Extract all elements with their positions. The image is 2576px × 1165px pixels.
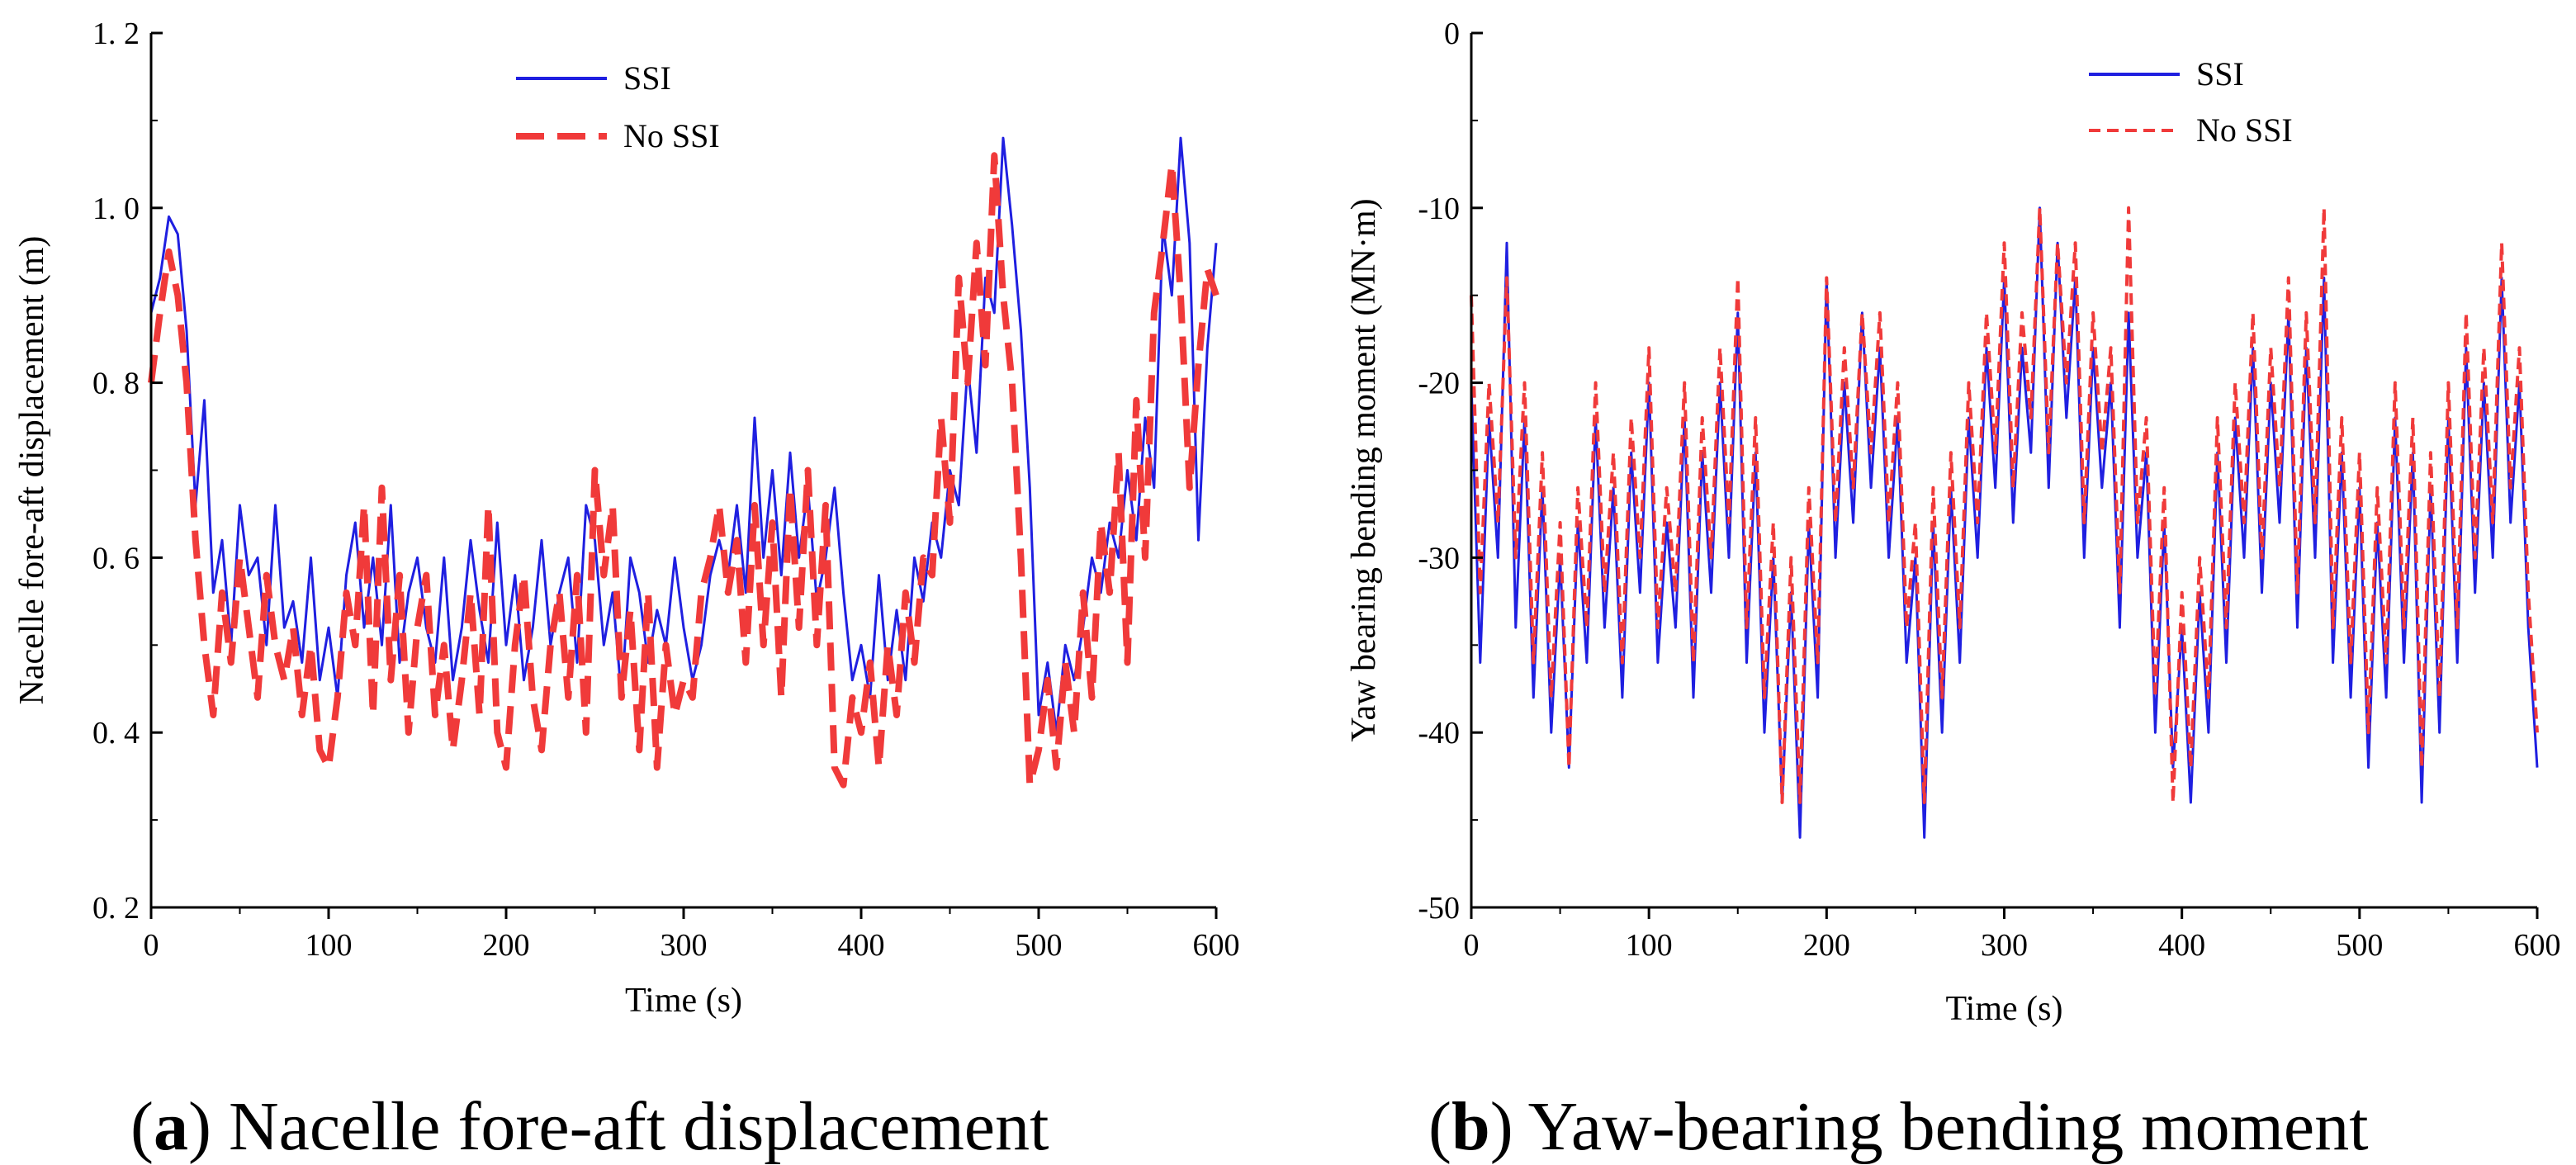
a-x-tick-label: 500 [1016, 928, 1063, 963]
b-y-tick-label: 0 [1444, 17, 1460, 51]
b-y-tick-label: -10 [1418, 192, 1460, 226]
caption-a-letter: a [154, 1088, 188, 1165]
caption-a: (a) Nacelle fore-aft displacement [130, 1088, 1049, 1165]
b-legend-label-ssi: SSI [2196, 55, 2244, 92]
a-legend-label-no-ssi: No SSI [623, 117, 720, 154]
a-x-tick-label: 300 [661, 928, 708, 963]
a-x-tick-label: 600 [1193, 928, 1240, 963]
a-x-tick-label: 100 [305, 928, 353, 963]
a-y-tick-label: 0. 8 [92, 367, 140, 401]
b-y-tick-label: -40 [1418, 716, 1460, 751]
b-x-tick-label: 0 [1464, 928, 1480, 963]
b-series-no-ssi-line [1470, 206, 2539, 804]
caption-a-open-paren: ( [130, 1088, 154, 1165]
a-y-axis-title: Nacelle fore-aft displacement (m) [13, 236, 51, 705]
a-series-no-ssi-line [148, 152, 1219, 789]
caption-a-close-paren: ) [188, 1088, 211, 1165]
caption-b-text: Yaw-bearing bending moment [1513, 1088, 2369, 1165]
b-x-tick-label: 100 [1626, 928, 1673, 963]
b-legend-label-no-ssi: No SSI [2196, 111, 2293, 149]
caption-b-close-paren: ) [1490, 1088, 1513, 1165]
b-x-tick-label: 300 [1981, 928, 2028, 963]
caption-b-letter: b [1451, 1088, 1490, 1165]
panel-a-chart: 0 100 200 300 400 500 600 0. 2 0. 4 0. 6 0. 8 1. 0 1… [13, 17, 1240, 1020]
a-y-tick-label: 0. 2 [92, 891, 140, 926]
a-y-tick-label: 0. 4 [92, 716, 140, 751]
a-legend-label-ssi: SSI [623, 59, 671, 97]
panel-b-chart: 0 100 200 300 400 500 600 -50 -40 -30 -20 -10 0 Time … [1345, 17, 2561, 1028]
a-y-tick-label: 1. 2 [92, 17, 140, 51]
b-y-tick-label: -30 [1418, 541, 1460, 575]
b-y-axis-title: Yaw bearing bending moment (MN·m) [1345, 198, 1383, 741]
a-x-tick-label: 0 [144, 928, 159, 963]
b-x-tick-label: 400 [2158, 928, 2205, 963]
b-y-tick-label: -20 [1418, 367, 1460, 401]
b-x-tick-label: 600 [2514, 928, 2561, 963]
a-y-tick-label: 0. 6 [92, 541, 140, 575]
caption-b: (b) Yaw-bearing bending moment [1428, 1088, 2369, 1165]
a-x-tick-label: 400 [838, 928, 885, 963]
b-y-tick-label: -50 [1418, 891, 1460, 926]
a-x-tick-label: 200 [483, 928, 530, 963]
b-x-tick-label: 200 [1803, 928, 1850, 963]
caption-b-open-paren: ( [1428, 1088, 1451, 1165]
b-x-tick-label: 500 [2336, 928, 2383, 963]
a-y-tick-label: 1. 0 [92, 192, 140, 226]
a-x-axis-title: Time (s) [625, 982, 742, 1020]
b-x-axis-title: Time (s) [1946, 990, 2063, 1028]
a-series-ssi-line [149, 136, 1218, 734]
caption-a-text: Nacelle fore-aft displacement [211, 1088, 1049, 1165]
